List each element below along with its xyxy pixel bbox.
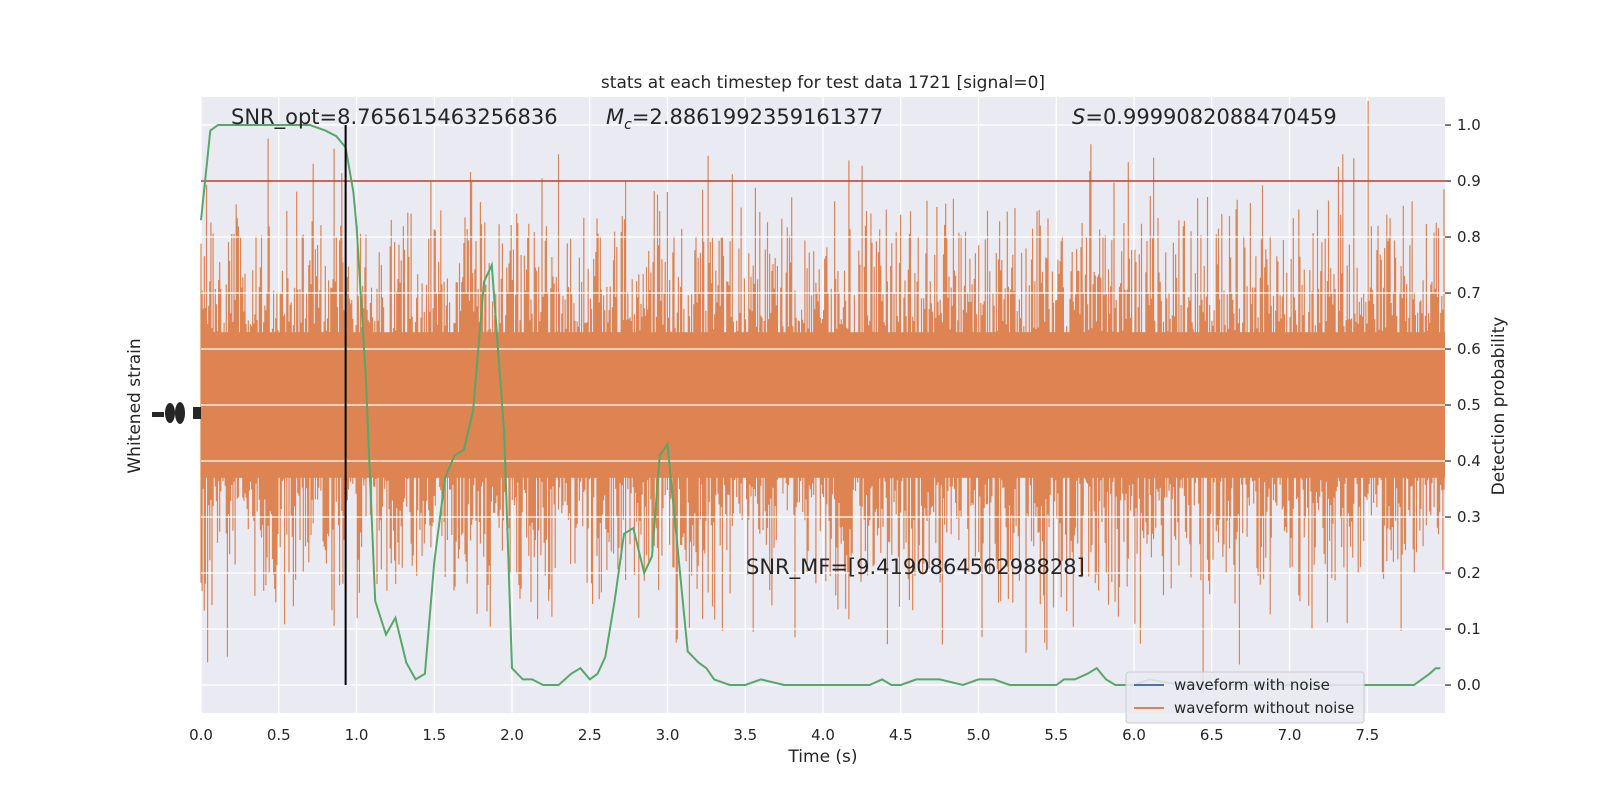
snr-mf-annotation: SNR_MF=[9.419086456298828] (746, 555, 1085, 580)
y-tick-label: 0.0 (1457, 676, 1481, 694)
x-tick-label: 2.5 (578, 726, 602, 744)
legend-box (1125, 671, 1365, 724)
x-axis-ticks: 0.0 0.5 1.0 1.5 2.0 2.5 3.0 3.5 4.0 4.5 5.0 5.5 6.0 6… (189, 726, 1379, 744)
x-tick-label: 3.5 (733, 726, 757, 744)
y-tick-label: 0.9 (1457, 172, 1481, 190)
chart-title: stats at each timestep for test data 172… (601, 73, 1045, 93)
x-tick-label: 0.5 (267, 726, 291, 744)
x-axis-label: Time (s) (787, 747, 857, 767)
y-tick-label: 0.1 (1457, 620, 1481, 638)
y-tick-label: 0.3 (1457, 508, 1481, 526)
y-axis-left-label: Whitened strain (125, 338, 145, 473)
detection-probability-line (200, 124, 1441, 687)
x-tick-label: 0.0 (189, 726, 213, 744)
x-tick-label: 4.5 (889, 726, 913, 744)
y-tick-label: 0.8 (1457, 228, 1481, 246)
s-annotation: S=0.9999082088470459 (1072, 105, 1337, 129)
y-tick-label: 1.0 (1457, 116, 1481, 134)
snr-opt-annotation: SNR_opt=8.765615463256836 (231, 105, 558, 130)
y-axis-left-ticks (152, 402, 201, 424)
y-tick-label: 0.6 (1457, 340, 1481, 358)
y-tick-label: 0.2 (1457, 564, 1481, 582)
x-tick-label: 7.0 (1278, 726, 1302, 744)
x-tick-label: 2.0 (500, 726, 524, 744)
y-tick-label: 0.4 (1457, 452, 1481, 470)
legend: waveform with noise waveform without noi… (1125, 671, 1365, 724)
x-tick-label: 1.5 (422, 726, 446, 744)
x-tick-label: 4.0 (811, 726, 835, 744)
y-axis-right-ticks: 0.0 0.1 0.2 0.3 0.4 0.5 0.6 0.7 0.8 0.9 1.0 (1445, 116, 1481, 694)
x-tick-label: 6.0 (1122, 726, 1146, 744)
strain-waveform (200, 101, 1445, 693)
x-tick-label: 1.0 (345, 726, 369, 744)
legend-label-with-noise: waveform with noise (1174, 676, 1330, 694)
x-tick-label: 5.5 (1044, 726, 1068, 744)
x-tick-label: 3.0 (656, 726, 680, 744)
mc-annotation: Mc=2.8861992359161377 (606, 105, 883, 133)
x-tick-label: 6.5 (1200, 726, 1224, 744)
y-tick-label: 0.5 (1457, 396, 1481, 414)
x-tick-label: 7.5 (1355, 726, 1379, 744)
y-axis-right-label: Detection probability (1489, 317, 1509, 496)
legend-label-without-noise: waveform without noise (1174, 699, 1354, 717)
x-tick-label: 5.0 (967, 726, 991, 744)
y-tick-label: 0.7 (1457, 284, 1481, 302)
